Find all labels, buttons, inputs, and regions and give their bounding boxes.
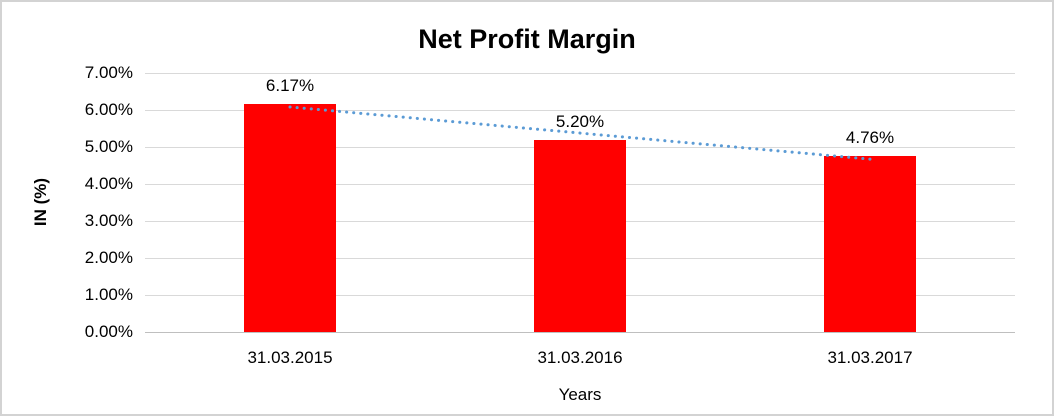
x-axis-line <box>145 332 1015 333</box>
bar-31.03.2015 <box>244 104 336 332</box>
data-label: 5.20% <box>555 112 605 131</box>
y-tick-label: 4.00% <box>84 174 133 193</box>
y-tick-label: 0.00% <box>84 322 133 341</box>
bar-31.03.2017 <box>824 156 916 332</box>
chart-title: Net Profit Margin <box>418 24 636 54</box>
trendline-path <box>288 105 872 161</box>
y-tick-label: 5.00% <box>84 137 133 156</box>
bar-31.03.2016 <box>534 140 626 332</box>
gridline <box>145 110 1015 111</box>
x-tick-label: 31.03.2016 <box>537 348 623 367</box>
y-tick-label: 2.00% <box>84 248 133 267</box>
y-tick-label: 1.00% <box>84 285 133 304</box>
x-axis-title: Years <box>558 385 602 404</box>
data-label: 6.17% <box>265 76 315 95</box>
data-label: 4.76% <box>845 128 895 147</box>
x-tick-label: 31.03.2017 <box>827 348 913 367</box>
y-tick-label: 7.00% <box>84 63 133 82</box>
trendline <box>288 105 872 161</box>
y-tick-label: 3.00% <box>84 211 133 230</box>
y-tick-label: 6.00% <box>84 100 133 119</box>
plot-area: 6.17% 5.20% 4.76% <box>145 73 1015 333</box>
gridline <box>145 73 1015 74</box>
x-tick-label: 31.03.2015 <box>247 348 333 367</box>
